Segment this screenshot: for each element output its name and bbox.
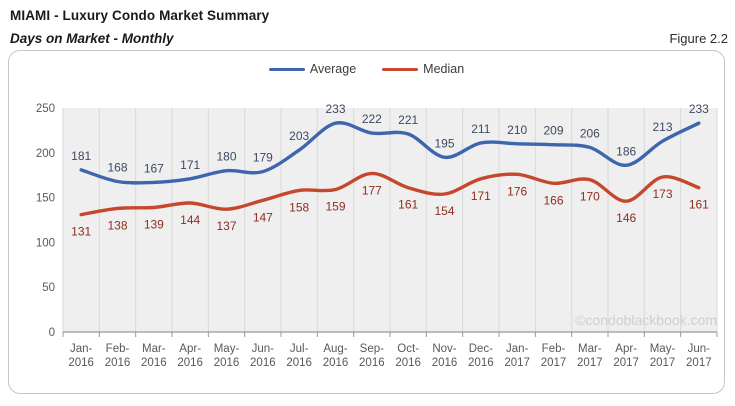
average-data-label: 222 bbox=[362, 112, 382, 126]
x-tick-label: Jul-2016 bbox=[286, 343, 312, 369]
page-title: MIAMI - Luxury Condo Market Summary bbox=[10, 8, 270, 23]
x-tick-label: Sep-2016 bbox=[359, 343, 385, 369]
watermark: ©condoblackbook.com bbox=[575, 312, 717, 328]
x-tick-label: Jun-2017 bbox=[686, 343, 712, 369]
chart-legend: Average Median bbox=[9, 60, 724, 78]
median-series-line bbox=[79, 171, 701, 217]
x-tick-label: Apr-2016 bbox=[177, 343, 203, 369]
x-tick-label: Mar-2017 bbox=[577, 343, 603, 369]
average-data-label: 233 bbox=[689, 102, 709, 116]
average-data-label: 210 bbox=[507, 123, 527, 137]
legend-item-median: Median bbox=[382, 62, 464, 76]
x-tick-label: May-2017 bbox=[650, 343, 676, 369]
x-tick-label: Oct-2016 bbox=[395, 343, 421, 369]
median-data-label: 173 bbox=[652, 187, 672, 201]
average-data-label: 167 bbox=[144, 161, 164, 175]
y-tick-label: 200 bbox=[36, 148, 55, 160]
x-tick-label: Aug-2016 bbox=[323, 343, 349, 369]
average-series-line bbox=[79, 121, 701, 185]
median-data-label: 137 bbox=[216, 219, 236, 233]
median-data-label: 158 bbox=[289, 200, 309, 214]
y-tick-label: 250 bbox=[36, 103, 55, 115]
chart-subtitle: Days on Market - Monthly bbox=[10, 31, 174, 46]
x-tick-label: Jun-2016 bbox=[250, 343, 276, 369]
average-data-label: 195 bbox=[434, 136, 454, 150]
y-tick-label: 0 bbox=[49, 327, 55, 339]
median-data-label: 161 bbox=[398, 198, 418, 212]
average-line-swatch bbox=[268, 67, 305, 71]
median-data-label: 177 bbox=[362, 183, 382, 197]
average-data-label: 206 bbox=[580, 126, 600, 140]
average-data-label: 233 bbox=[325, 102, 345, 116]
y-tick-label: 50 bbox=[42, 282, 55, 294]
median-data-label: 147 bbox=[253, 210, 273, 224]
average-data-label: 211 bbox=[471, 122, 490, 136]
x-tick-label: Dec-2016 bbox=[468, 343, 494, 369]
median-data-label: 138 bbox=[107, 218, 127, 232]
median-data-label: 176 bbox=[507, 184, 527, 198]
average-data-label: 180 bbox=[216, 150, 236, 164]
median-data-label: 159 bbox=[325, 200, 345, 214]
average-data-label: 181 bbox=[71, 149, 91, 163]
median-data-label: 131 bbox=[71, 225, 91, 239]
x-tick-label: Mar-2016 bbox=[141, 343, 167, 369]
line-chart: ©condoblackbook.com 0 50 100 150 200 250 Jan-20… bbox=[36, 102, 718, 369]
median-data-label: 139 bbox=[144, 217, 164, 231]
average-data-label: 213 bbox=[652, 120, 672, 134]
legend-label-average: Average bbox=[309, 62, 357, 76]
median-data-label: 161 bbox=[689, 198, 709, 212]
figure-label: Figure 2.2 bbox=[669, 31, 728, 46]
x-tick-label: May-2016 bbox=[214, 343, 240, 369]
median-data-label: 170 bbox=[580, 190, 600, 204]
y-tick-label: 150 bbox=[36, 193, 55, 205]
x-tick-label: Nov-2016 bbox=[432, 343, 458, 369]
average-data-label: 186 bbox=[616, 144, 636, 158]
median-data-label: 146 bbox=[616, 211, 636, 225]
median-data-label: 166 bbox=[543, 193, 563, 207]
x-tick-label: Jan-2016 bbox=[68, 343, 94, 369]
average-data-label: 168 bbox=[107, 160, 127, 174]
y-tick-label: 100 bbox=[36, 237, 55, 249]
median-data-label: 154 bbox=[434, 204, 454, 218]
chart-frame: Average Median ©condoblackbook.com 0 50 100… bbox=[8, 50, 725, 394]
x-tick-label: Jan-2017 bbox=[504, 343, 530, 369]
average-data-label: 221 bbox=[398, 113, 418, 127]
x-tick-label: Feb-2016 bbox=[105, 343, 131, 369]
legend-item-average: Average bbox=[268, 62, 357, 76]
average-data-label: 209 bbox=[543, 124, 563, 138]
average-data-label: 179 bbox=[253, 151, 273, 165]
median-data-label: 144 bbox=[180, 213, 200, 227]
average-data-label: 203 bbox=[289, 129, 309, 143]
median-data-label: 171 bbox=[471, 189, 491, 203]
legend-label-median: Median bbox=[423, 62, 465, 76]
average-data-label: 171 bbox=[180, 158, 200, 172]
x-tick-label: Apr-2017 bbox=[613, 343, 639, 369]
median-line-swatch bbox=[382, 67, 419, 71]
x-tick-label: Feb-2017 bbox=[541, 343, 567, 369]
